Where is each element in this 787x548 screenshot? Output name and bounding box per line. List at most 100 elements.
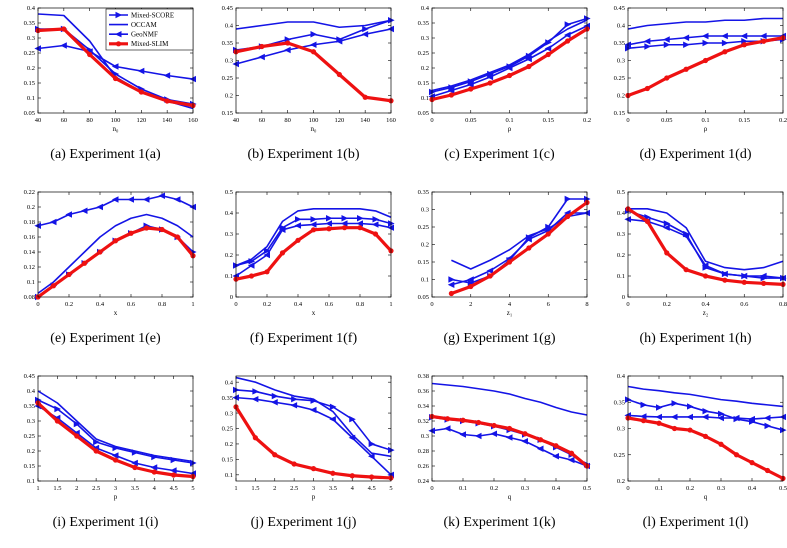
y-tick-label: 0.24 bbox=[418, 478, 430, 485]
y-tick-label: 0.2 bbox=[27, 204, 35, 211]
x-tick-label: 0.6 bbox=[740, 301, 749, 308]
data-point bbox=[60, 42, 67, 49]
data-point bbox=[264, 247, 271, 254]
axes-box bbox=[235, 7, 392, 114]
data-point bbox=[448, 276, 455, 283]
data-point bbox=[656, 404, 663, 411]
data-point bbox=[640, 401, 648, 409]
x-tick-label: 0.1 bbox=[701, 117, 709, 124]
x-tick-label: 0.4 bbox=[552, 485, 561, 492]
chart-panel: 0 0.2 0.4 0.6 0.8 0 0.1 0.2 0.3 0.4 0.5 z₂ (h) Exper… bbox=[617, 189, 787, 346]
series-line bbox=[431, 427, 588, 467]
data-point bbox=[717, 414, 724, 422]
data-point bbox=[340, 220, 348, 227]
series-line bbox=[235, 19, 392, 30]
x-tick-label: 0 bbox=[430, 301, 433, 308]
legend-label: Mixed-SLIM bbox=[131, 40, 169, 48]
series-line bbox=[627, 416, 784, 480]
panel-caption: (g) Experiment 1(g) bbox=[444, 331, 556, 346]
y-tick-label: 0.2 bbox=[617, 478, 625, 485]
y-tick-label: 0.2 bbox=[225, 93, 233, 100]
data-point bbox=[525, 236, 532, 243]
data-point bbox=[341, 215, 349, 222]
data-point bbox=[263, 251, 270, 259]
data-point bbox=[159, 226, 165, 233]
data-point bbox=[66, 271, 72, 278]
data-point bbox=[722, 277, 728, 283]
data-point bbox=[640, 418, 647, 424]
data-point bbox=[163, 72, 171, 79]
x-tick-label: 2.5 bbox=[92, 485, 100, 492]
y-tick-label: 0.4 bbox=[225, 210, 234, 217]
x-tick-label: 3.5 bbox=[329, 485, 337, 492]
data-point bbox=[702, 39, 710, 47]
y-tick-label: 0.1 bbox=[617, 273, 625, 280]
y-tick-label: 0.3 bbox=[27, 35, 35, 42]
y-tick-label: 0.2 bbox=[617, 93, 625, 100]
x-tick-label: 0 bbox=[626, 485, 629, 492]
panel-caption: (k) Experiment 1(k) bbox=[444, 515, 556, 530]
chart-panel: 0 0.1 0.2 0.3 0.4 0.5 0.24 0.26 0.28 0.3 0.32 0.34 0… bbox=[418, 373, 591, 530]
chart-panel: 0 0.05 0.1 0.15 0.20.050.10.150.20.250.30.35… bbox=[418, 5, 591, 162]
y-tick-label: 0.3 bbox=[27, 418, 35, 425]
series-line bbox=[36, 401, 194, 479]
x-tick-label: 1.5 bbox=[251, 485, 259, 492]
x-tick-label: 4.5 bbox=[368, 485, 376, 492]
data-point bbox=[748, 415, 755, 423]
y-tick-label: 0.35 bbox=[418, 189, 429, 196]
data-point bbox=[702, 57, 709, 64]
data-point bbox=[61, 26, 67, 32]
x-tick-label: 0.05 bbox=[465, 117, 476, 124]
x-tick-label: 0.2 bbox=[65, 301, 73, 308]
data-point bbox=[271, 399, 278, 406]
y-tick-label: 0.28 bbox=[418, 448, 429, 455]
data-point bbox=[329, 416, 336, 423]
x-tick-label: 100 bbox=[309, 117, 319, 124]
x-axis-label: p bbox=[114, 493, 118, 501]
y-tick-label: 0.15 bbox=[24, 80, 35, 87]
data-point bbox=[295, 237, 301, 243]
data-point bbox=[326, 226, 332, 232]
x-tick-label: 3.5 bbox=[131, 485, 139, 492]
data-point bbox=[702, 273, 709, 279]
y-tick-label: 0.18 bbox=[24, 219, 35, 226]
data-point bbox=[310, 216, 318, 223]
data-point bbox=[656, 420, 662, 426]
x-axis-label: z₁ bbox=[507, 309, 513, 317]
x-axis-label: n₀ bbox=[113, 125, 120, 133]
data-point bbox=[544, 45, 552, 52]
y-tick-label: 0.3 bbox=[225, 231, 233, 238]
x-tick-label: 60 bbox=[259, 117, 266, 124]
data-point bbox=[565, 213, 571, 220]
y-tick-label: 0.15 bbox=[418, 80, 429, 87]
x-tick-label: 1 bbox=[191, 301, 194, 308]
y-tick-label: 0.4 bbox=[225, 379, 234, 386]
y-tick-label: 0.15 bbox=[222, 110, 233, 117]
x-tick-label: 0.8 bbox=[356, 301, 364, 308]
axes-box bbox=[627, 375, 784, 482]
data-point bbox=[259, 43, 265, 50]
chart-panel: 0 0.2 0.4 0.6 0.8 1 0.08 0.1 0.12 0.14 0.16 0.18 0.2… bbox=[24, 189, 197, 346]
y-tick-label: 0.4 bbox=[225, 23, 234, 30]
data-point bbox=[50, 283, 57, 289]
x-tick-label: 0.05 bbox=[661, 117, 672, 124]
y-tick-label: 0.15 bbox=[418, 259, 429, 266]
chart-panel: 1 1.5 2 2.5 3 3.5 4 4.5 5 0.1 0.15 0.2 0.25 0.3 0.35 0.… bbox=[24, 373, 197, 530]
x-tick-label: 80 bbox=[86, 117, 93, 124]
y-tick-label: 0.3 bbox=[617, 58, 625, 65]
chart-panel: 40 60 80 100 120 140 160 0.15 0.2 0.25 0.3 0.35 0.4 0… bbox=[222, 5, 396, 162]
data-point bbox=[341, 225, 348, 231]
x-tick-label: 3 bbox=[114, 485, 117, 492]
data-point bbox=[721, 270, 728, 278]
data-point bbox=[683, 66, 689, 72]
x-tick-label: 0.6 bbox=[127, 301, 136, 308]
data-point bbox=[448, 290, 454, 297]
y-tick-label: 0.12 bbox=[24, 264, 35, 271]
y-tick-label: 0.1 bbox=[27, 279, 35, 286]
y-tick-label: 0 bbox=[230, 294, 233, 301]
data-point bbox=[284, 46, 291, 54]
x-tick-label: 0.2 bbox=[263, 301, 271, 308]
y-tick-label: 0.35 bbox=[418, 20, 429, 27]
y-tick-label: 0.25 bbox=[24, 433, 35, 440]
y-tick-label: 0.35 bbox=[222, 40, 233, 47]
